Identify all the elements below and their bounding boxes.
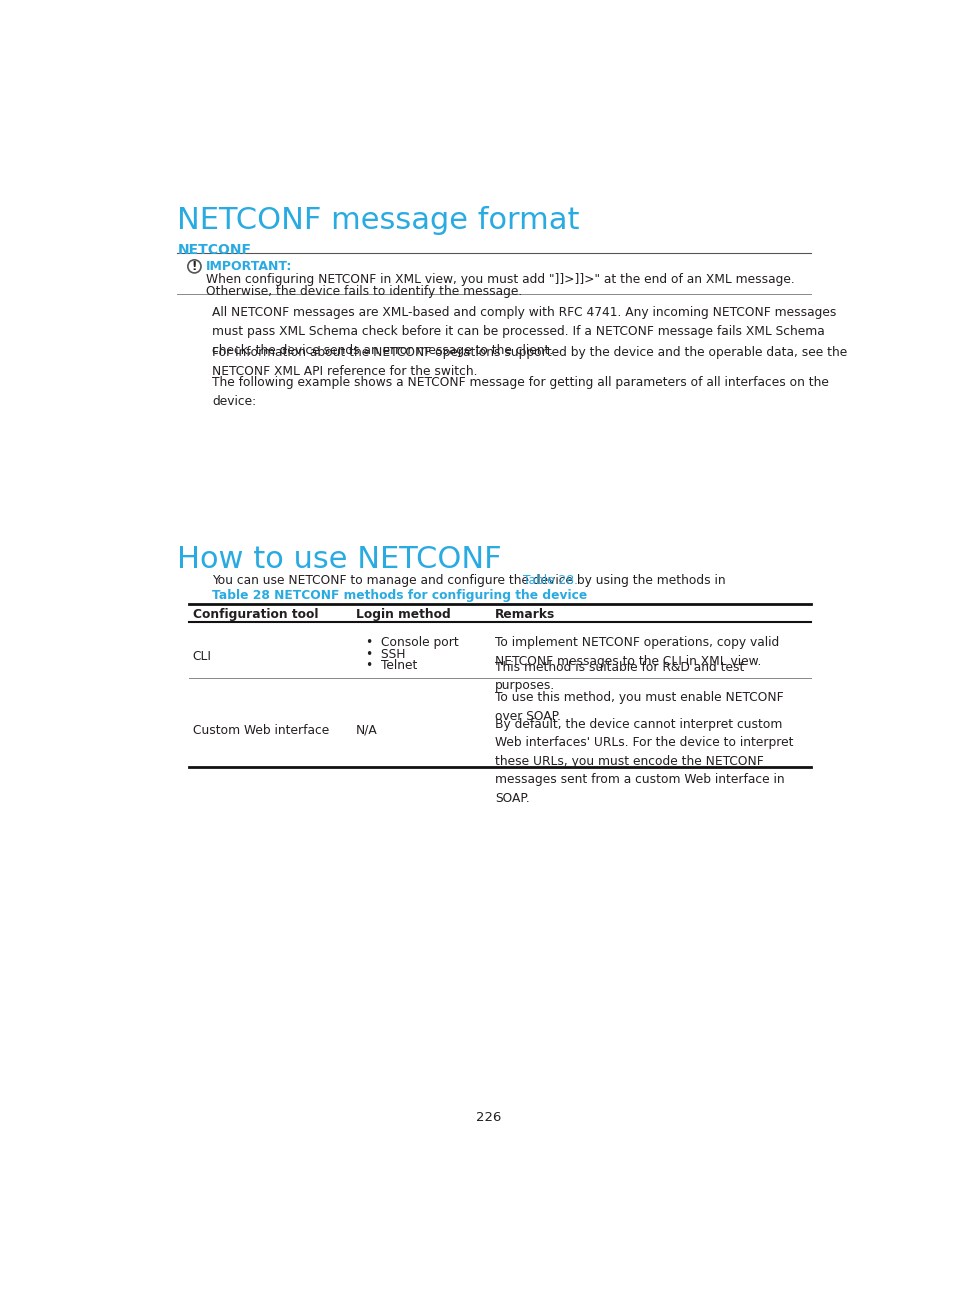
Text: All NETCONF messages are XML-based and comply with RFC 4741. Any incoming NETCON: All NETCONF messages are XML-based and c… bbox=[212, 306, 836, 358]
Text: To implement NETCONF operations, copy valid
NETCONF messages to the CLI in XML v: To implement NETCONF operations, copy va… bbox=[495, 636, 779, 667]
Text: •  Telnet: • Telnet bbox=[365, 660, 416, 673]
Text: Configuration tool: Configuration tool bbox=[193, 608, 318, 621]
Text: •  SSH: • SSH bbox=[365, 648, 405, 661]
Text: •  Console port: • Console port bbox=[365, 636, 458, 649]
Text: Custom Web interface: Custom Web interface bbox=[193, 723, 329, 737]
Text: CLI: CLI bbox=[193, 649, 212, 662]
Text: For information about the NETCONF operations supported by the device and the ope: For information about the NETCONF operat… bbox=[212, 346, 846, 378]
Text: To use this method, you must enable NETCONF
over SOAP.: To use this method, you must enable NETC… bbox=[495, 692, 783, 723]
Text: How to use NETCONF: How to use NETCONF bbox=[177, 546, 501, 574]
Text: NETCONF message format: NETCONF message format bbox=[177, 206, 579, 236]
Text: N/A: N/A bbox=[355, 723, 377, 737]
Text: Login method: Login method bbox=[355, 608, 450, 621]
Text: Otherwise, the device fails to identify the message.: Otherwise, the device fails to identify … bbox=[206, 285, 521, 298]
Text: Table 28.: Table 28. bbox=[523, 574, 578, 587]
Text: 226: 226 bbox=[476, 1111, 501, 1124]
Text: NETCONF: NETCONF bbox=[177, 242, 251, 257]
Text: Table 28 NETCONF methods for configuring the device: Table 28 NETCONF methods for configuring… bbox=[212, 588, 587, 603]
Text: The following example shows a NETCONF message for getting all parameters of all : The following example shows a NETCONF me… bbox=[212, 376, 828, 408]
Text: IMPORTANT:: IMPORTANT: bbox=[206, 260, 293, 273]
Text: You can use NETCONF to manage and configure the device by using the methods in: You can use NETCONF to manage and config… bbox=[212, 574, 729, 587]
Text: !: ! bbox=[192, 260, 197, 273]
Text: When configuring NETCONF in XML view, you must add "]]>]]>" at the end of an XML: When configuring NETCONF in XML view, yo… bbox=[206, 273, 794, 286]
Text: This method is suitable for R&D and test
purposes.: This method is suitable for R&D and test… bbox=[495, 661, 743, 692]
Text: Remarks: Remarks bbox=[495, 608, 555, 621]
Text: By default, the device cannot interpret custom
Web interfaces' URLs. For the dev: By default, the device cannot interpret … bbox=[495, 718, 793, 805]
